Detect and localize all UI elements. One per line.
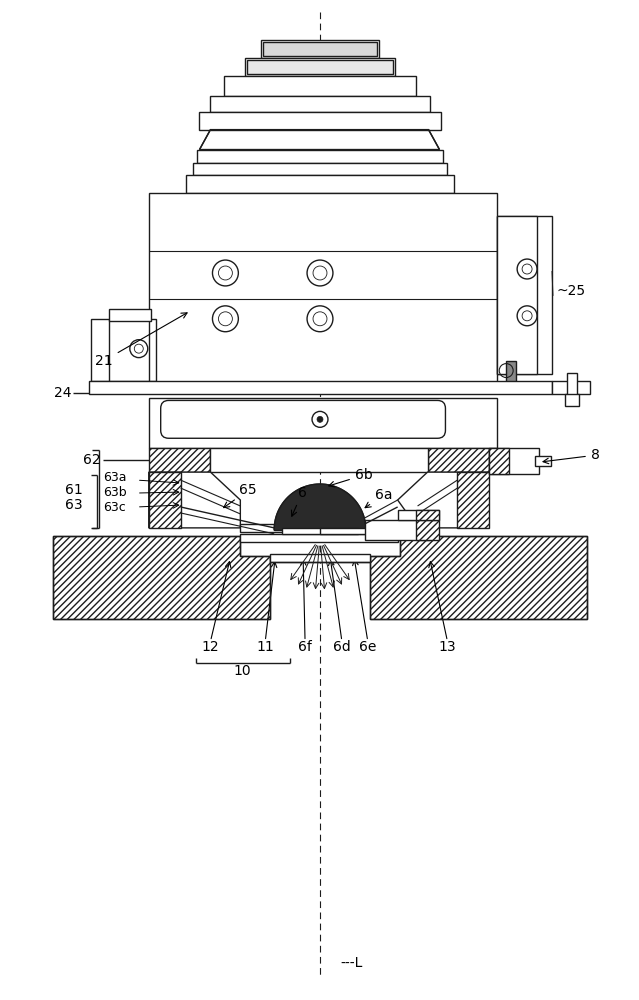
Bar [89,381,552,394]
Text: 6f: 6f [298,640,312,654]
Text: 6e: 6e [359,640,376,654]
Polygon shape [397,510,440,520]
Bar [199,112,442,130]
Polygon shape [365,520,429,540]
Circle shape [317,416,323,422]
FancyBboxPatch shape [160,400,445,438]
Text: 24: 24 [54,386,71,400]
Bar [282,528,358,534]
Bar [149,398,497,448]
Polygon shape [274,484,366,530]
Polygon shape [415,510,440,520]
Bar [270,554,370,562]
Polygon shape [370,536,587,619]
Bar [149,193,497,383]
Polygon shape [53,536,270,619]
Bar [192,163,447,175]
Polygon shape [397,472,489,528]
Bar [210,448,427,472]
Polygon shape [415,520,440,540]
Bar [210,96,429,112]
Polygon shape [149,448,210,472]
Text: 62: 62 [83,453,101,467]
Text: 63c: 63c [103,501,126,514]
Bar [263,42,377,56]
Text: 6d: 6d [333,640,351,654]
Bar [567,373,577,402]
Text: 8: 8 [543,448,599,464]
Text: 11: 11 [256,640,274,654]
Text: 10: 10 [233,664,251,678]
Bar [185,175,454,193]
Text: 63: 63 [65,498,83,512]
Bar [565,394,579,406]
Text: 63b: 63b [103,486,127,499]
Polygon shape [149,472,240,528]
Bar [109,309,151,321]
Text: 21: 21 [95,313,187,368]
Text: 65: 65 [224,483,257,508]
Bar [240,524,397,532]
Text: 63a: 63a [103,471,127,484]
Bar [497,216,537,374]
Text: 61: 61 [65,483,83,497]
Bar [109,319,149,381]
Text: ~25: ~25 [557,284,586,298]
Text: 13: 13 [438,640,456,654]
Polygon shape [199,130,440,150]
Text: 12: 12 [202,640,219,654]
Bar [320,528,396,534]
Bar [535,456,551,466]
Bar [245,58,395,76]
Bar [91,319,156,381]
Bar [261,40,379,58]
Text: 6: 6 [291,486,307,516]
Text: ---L: ---L [340,956,362,970]
Bar [552,381,590,394]
Text: 6a: 6a [365,488,392,508]
Bar [224,76,415,96]
Polygon shape [149,472,181,528]
Bar [247,60,393,74]
Bar [489,448,509,474]
Bar [489,448,539,474]
Polygon shape [458,472,489,528]
Bar [497,216,552,374]
Text: 6b: 6b [329,468,373,487]
Bar [240,534,397,542]
Bar [197,150,443,163]
Polygon shape [427,448,489,472]
Bar [506,361,516,383]
